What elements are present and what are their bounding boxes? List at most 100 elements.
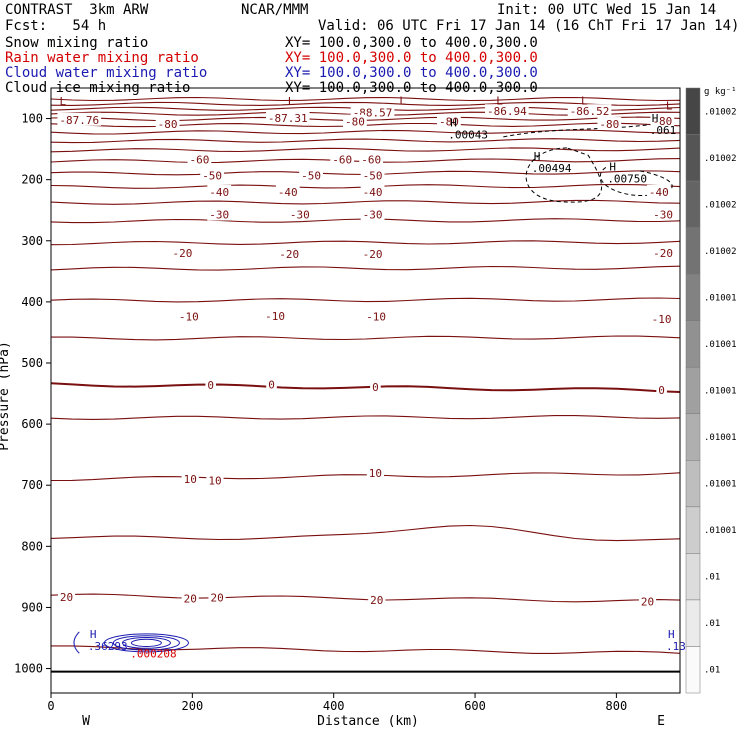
contour-label: 20 [370,594,383,607]
contour-label: 10 [184,473,197,486]
cloud-water-contour [73,631,80,654]
contour-label-bg [342,114,367,128]
x-axis-label: Distance (km) [317,714,419,729]
colorbar-swatch [685,366,701,415]
isotherm-line [51,524,680,542]
y-tick-label: 700 [21,478,43,492]
y-tick-label: 1000 [14,662,43,676]
contour-label: 0 [658,384,665,397]
extremum-value: .061 [650,124,677,137]
valid-time: Valid: 06 UTC Fri 17 Jan 14 (16 ChT Fri … [318,18,740,34]
contour-label: -80 [599,118,619,131]
colorbar-swatch [685,506,701,554]
contour-label: -80 [158,118,178,131]
contour-label: -50 [301,169,321,182]
contour-label: -30 [363,209,383,222]
colorbar-swatch [685,413,701,461]
contour-label-bg [207,207,232,221]
colorbar-label: .01002 [704,247,737,257]
colorbar-label: .01001 [704,340,737,350]
contour-label-bg [436,114,461,128]
isotherm-line [51,335,680,341]
colorbar-label: .01001 [704,433,737,443]
contour-label-bg [205,378,217,391]
contour-label-bg [656,382,667,396]
isotherm-line [51,382,680,393]
contour-label: -80 [345,116,365,129]
isotherm-line [51,96,680,102]
contour-label: -60 [332,154,352,167]
ice-contour [599,167,673,197]
contour-label: -80 [439,116,459,129]
contour-label: -10 [366,311,386,324]
contour-label-bg [277,247,302,261]
isotherm-line [51,199,680,205]
y-tick-label: 100 [21,112,43,126]
contour-label: -20 [653,247,673,260]
contour-label-bg [155,117,180,131]
y-tick-label: 600 [21,417,43,431]
contour-label: -30 [653,209,673,222]
isotherm-line [51,472,680,482]
extremum-value: .000208 [130,648,176,661]
extremum-h-marker: H [450,117,457,130]
colorbar-swatch [685,227,701,275]
contour-label: -30 [290,209,310,222]
colorbar-label: .01001 [704,387,737,397]
contour-label: -10 [265,310,285,323]
contour-label: 0 [372,381,379,394]
isotherm-line [51,129,680,135]
contour-label: -60 [361,154,381,167]
cloud-water-contour [103,633,189,653]
contour-label-bg [650,114,675,127]
colorbar-unit: g kg⁻¹ [704,87,737,97]
cloud-water-contour [112,635,180,651]
extremum-h-marker: H [534,150,541,163]
isotherm-line [51,297,680,303]
institution-label: NCAR/MMM [241,2,309,18]
colorbar-label: .01002 [704,154,737,164]
contour-label-bg [181,472,199,486]
colorbar-label: .01001 [704,293,737,303]
contour-label-bg [360,168,385,182]
colorbar-swatch [685,320,701,368]
colorbar-label: .01002 [704,200,737,210]
extremum-l-marker: L [496,95,503,108]
contour-label: 20 [210,592,223,605]
x-tick-label: 200 [182,699,204,713]
contour-label: -40 [363,186,383,199]
colorbar-label: .01001 [704,480,737,490]
colorbar-swatch [685,273,701,321]
legend-cloud-water-label: Cloud water mixing ratio [5,65,208,81]
contour-label-bg [57,112,102,126]
contour-label-bg [266,377,277,391]
contour-label: -60 [189,154,209,167]
contour-label: -20 [173,247,193,260]
contour-label-bg [57,590,76,604]
contour-label-bg [366,466,384,479]
extremum-value: .36293 [88,640,128,653]
isotherm-line [51,240,680,246]
init-time: Init: 00 UTC Wed 15 Jan 14 [497,2,717,18]
contour-label-bg [485,104,529,118]
isotherm-line [51,147,680,153]
contour-label-bg [360,207,385,221]
extremum-value: .00750 [607,173,647,186]
contour-label-bg [207,184,232,198]
contour-label: -50 [202,169,222,182]
x-tick-label: 800 [606,699,628,713]
contour-label-bg [651,246,675,259]
colorbar-swatch [685,134,701,182]
extremum-l-marker: L [399,95,406,108]
extremum-l-marker: L [666,99,673,112]
x-tick-label: 600 [464,699,486,713]
contour-label-bg [263,308,287,322]
colorbar: .01002 .01002 .01002 .01002 .01001 .01001 .010… [685,87,737,694]
x-endpoint-east: E [657,714,665,729]
contour-label: -20 [363,248,383,261]
contour-label: -20 [279,248,299,261]
colorbar-swatch [685,553,701,601]
x-tick-label: 0 [47,699,54,713]
contour-label: -87.76 [59,114,99,127]
